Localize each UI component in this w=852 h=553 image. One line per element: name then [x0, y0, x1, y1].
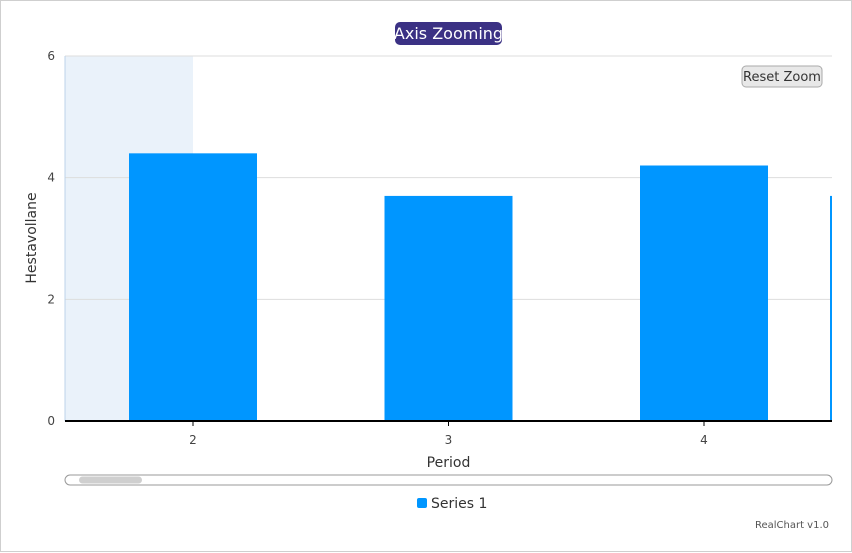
- reset-zoom-button[interactable]: Reset Zoom: [741, 65, 823, 88]
- y-tick-label: 4: [47, 171, 55, 185]
- bar-3[interactable]: [384, 195, 513, 421]
- reset-zoom-button-bg[interactable]: [741, 65, 823, 88]
- reset-zoom-label[interactable]: Reset Zoom: [743, 70, 821, 85]
- x-axis-title: Period: [427, 455, 471, 471]
- scrollbar-thumb[interactable]: [79, 476, 142, 484]
- zoom-scrollbar[interactable]: [64, 474, 833, 486]
- credits-text: RealChart v1.0: [755, 520, 829, 531]
- x-tick-label: 4: [700, 433, 708, 447]
- legend[interactable]: Series 1: [417, 496, 487, 512]
- scrollbar-track[interactable]: [64, 474, 833, 486]
- x-tick-label: 3: [445, 433, 453, 447]
- y-tick-label: 6: [47, 49, 55, 63]
- legend-label-series-1[interactable]: Series 1: [431, 496, 487, 512]
- bar-2[interactable]: [129, 153, 257, 422]
- chart-title-text: Axis Zooming: [394, 24, 503, 43]
- y-axis-title: Hestavollane: [24, 192, 40, 283]
- bar-partial-next[interactable]: [830, 195, 832, 421]
- x-axis-ticks: 2 3 4: [189, 421, 708, 447]
- chart-title-background: [395, 22, 502, 45]
- bar-4[interactable]: [640, 165, 768, 422]
- chart-title: Axis Zooming: [394, 22, 503, 45]
- bar-series[interactable]: [129, 153, 832, 422]
- y-tick-label: 2: [47, 292, 55, 306]
- y-tick-label: 0: [47, 414, 55, 428]
- legend-marker-series-1[interactable]: [417, 498, 427, 508]
- x-tick-label: 2: [189, 433, 197, 447]
- y-axis-ticks: 0 2 4 6: [47, 49, 55, 428]
